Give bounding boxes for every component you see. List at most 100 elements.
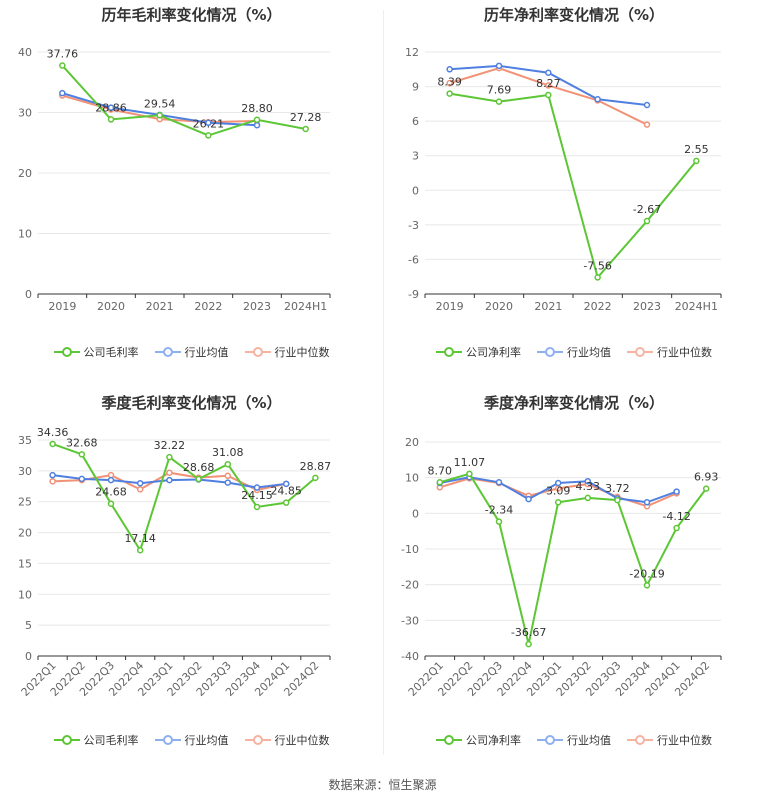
legend-company-icon: [53, 734, 80, 746]
legend-avg[interactable]: 行业均值: [154, 344, 229, 360]
data-label: 2.55: [684, 143, 709, 156]
data-label: 3.72: [605, 482, 630, 495]
avg-data-point: [224, 479, 232, 486]
y-tick-label: 10: [18, 228, 32, 241]
data-label: 24.85: [270, 485, 302, 498]
data-label: 17.14: [124, 532, 156, 545]
company-data-point: [136, 546, 144, 554]
avg-data-point: [253, 484, 261, 491]
legend-avg-label: 行业均值: [567, 346, 611, 359]
company-series-line: [439, 472, 707, 645]
legend-median[interactable]: 行业中位数: [627, 732, 712, 748]
avg-data-point: [166, 476, 173, 484]
legend-median[interactable]: 行业中位数: [244, 344, 330, 360]
y-tick-label: 6: [412, 115, 419, 128]
legend-avg-label: 行业均值: [184, 734, 229, 747]
data-label: 7.69: [487, 84, 512, 97]
company-data-point: [253, 503, 261, 511]
avg-data-point: [136, 479, 144, 487]
company-data-point: [302, 125, 309, 133]
quarterly-gross-margin-chart: 051015202530352022Q12022Q22022Q32022Q420…: [18, 426, 331, 699]
legend-company[interactable]: 公司净利率: [436, 732, 521, 748]
legend-avg[interactable]: 行业均值: [154, 732, 229, 748]
legend-avg-label: 行业均值: [184, 346, 229, 359]
y-tick-label: -30: [401, 614, 419, 627]
data-label: 24.68: [95, 486, 127, 499]
chart-title: 历年毛利率变化情况（%）: [101, 6, 282, 24]
chart-legend: 公司毛利率 行业均值 行业中位数: [0, 344, 383, 360]
quarterly-gross-margin-panel: 季度毛利率变化情况（%） 0 5 10 15 20 25 30 35 2022Q1 2022Q2 2…: [0, 388, 383, 768]
legend-company-icon: [436, 346, 462, 358]
company-data-point: [446, 90, 453, 97]
company-series-line: [52, 443, 317, 553]
panel-divider: [383, 10, 384, 755]
company-data-point: [545, 91, 552, 99]
company-data-point: [282, 499, 290, 506]
data-label: -7.56: [583, 259, 611, 272]
data-label: 37.76: [47, 48, 79, 61]
y-tick-label: 0: [25, 288, 32, 301]
company-data-point: [554, 499, 562, 506]
y-tick-label: 0: [412, 184, 419, 197]
avg-data-point: [107, 476, 115, 484]
legend-median-label: 行业中位数: [274, 346, 330, 359]
data-label: -36.67: [511, 626, 546, 639]
company-data-point: [702, 485, 710, 492]
y-tick-label: 0: [412, 507, 419, 520]
company-data-point: [253, 116, 261, 124]
data-label: 29.54: [144, 97, 176, 110]
legend-median-label: 行业中位数: [657, 346, 712, 359]
avg-data-point: [282, 480, 290, 488]
y-tick-label: 40: [18, 46, 32, 59]
y-tick-label: 20: [405, 436, 419, 449]
legend-avg[interactable]: 行业均值: [537, 732, 611, 748]
legend-company[interactable]: 公司毛利率: [53, 732, 139, 748]
x-tick-label: 2023: [243, 300, 271, 313]
legend-median-icon: [244, 734, 271, 746]
annual-gross-margin-chart: 0 10 20 30 40 2019 2020 2021 2022 2023 2024H1 37.76…: [18, 46, 331, 313]
data-label: 24.15: [241, 489, 273, 502]
chart-title: 历年净利率变化情况（%）: [483, 6, 665, 24]
avg-data-point: [495, 62, 503, 70]
avg-data-point: [525, 495, 532, 503]
y-tick-label: 25: [18, 496, 32, 509]
y-tick-label: -40: [401, 650, 419, 663]
avg-data-point: [59, 89, 66, 97]
company-data-point: [312, 474, 319, 482]
data-source: 数据来源：恒生聚源: [328, 778, 437, 792]
legend-company[interactable]: 公司毛利率: [53, 344, 139, 360]
data-label: 32.68: [66, 436, 98, 449]
avg-data-point: [107, 104, 115, 111]
quarterly-net-margin-chart: -40-30-20-10010202022Q12022Q22022Q32022Q…: [401, 436, 722, 699]
x-tick-label: 2023: [633, 300, 661, 313]
y-tick-label: 9: [412, 81, 419, 94]
company-data-point: [156, 112, 163, 119]
y-tick-label: 20: [18, 167, 32, 180]
y-tick-label: -9: [408, 288, 419, 301]
data-label: 8.39: [437, 76, 462, 89]
legend-company[interactable]: 公司净利率: [436, 344, 521, 360]
company-data-point: [693, 157, 700, 165]
avg-data-point: [49, 471, 56, 479]
y-tick-label: 10: [18, 588, 32, 601]
avg-data-point: [594, 95, 601, 103]
company-data-point: [525, 640, 532, 648]
avg-data-point: [205, 119, 212, 127]
legend-median[interactable]: 行业中位数: [627, 344, 712, 360]
legend-median[interactable]: 行业中位数: [244, 732, 330, 748]
legend-company-label: 公司毛利率: [83, 734, 139, 747]
x-tick-label: 2021: [146, 300, 174, 313]
avg-data-point: [253, 121, 261, 129]
median-data-point: [49, 478, 56, 485]
legend-company-label: 公司净利率: [466, 734, 521, 747]
x-tick-label: 2019: [48, 300, 76, 313]
data-label: 28.80: [241, 102, 273, 115]
y-tick-label: 30: [18, 465, 32, 478]
y-tick-label: -6: [408, 253, 419, 266]
data-label: -20.19: [629, 567, 664, 580]
company-series-line: [61, 64, 306, 137]
data-label: 28.86: [95, 101, 127, 114]
y-tick-label: -3: [408, 219, 419, 232]
data-label: -2.67: [633, 203, 661, 216]
legend-avg[interactable]: 行业均值: [537, 344, 611, 360]
